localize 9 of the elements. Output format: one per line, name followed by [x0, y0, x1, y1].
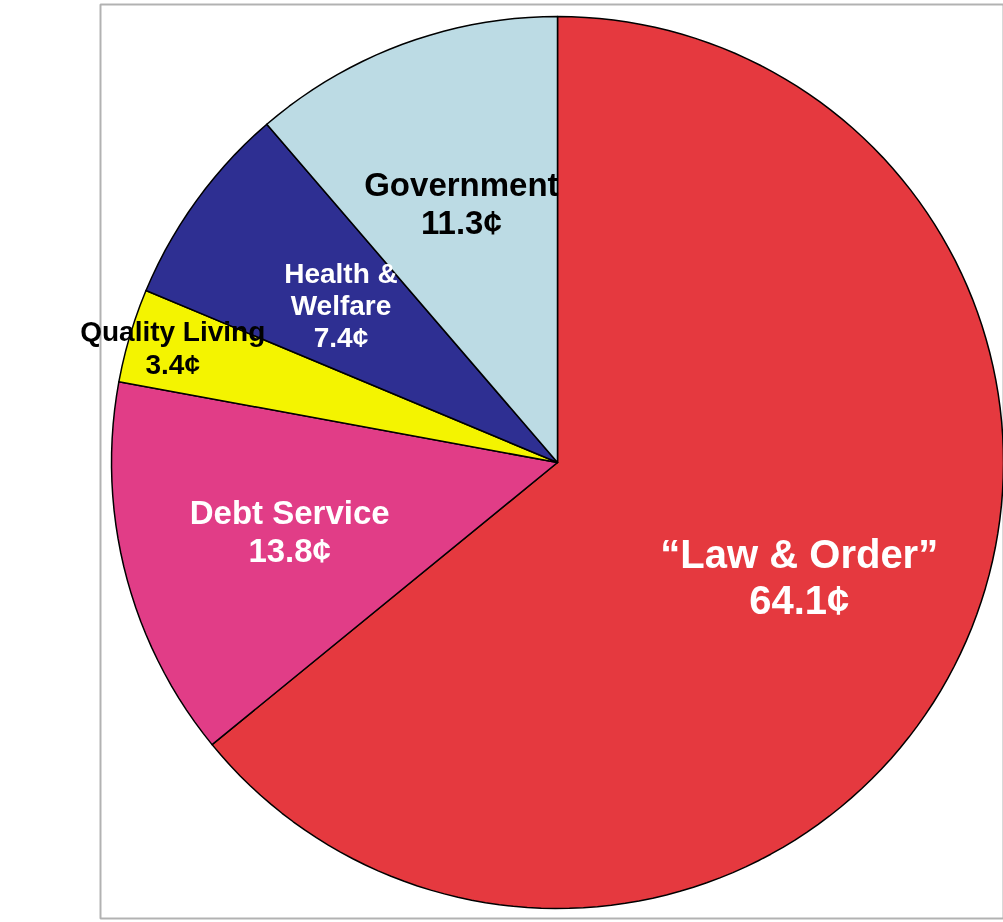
data-label: 11.3¢ — [421, 203, 502, 241]
data-label: 64.1¢ — [749, 578, 850, 623]
slice-label: Debt Service — [189, 493, 390, 531]
data-label: 13.8¢ — [248, 531, 331, 569]
slice-label: “Law & Order” — [660, 532, 939, 577]
slice-label: Government — [364, 165, 559, 203]
data-label: 7.4¢ — [313, 321, 369, 353]
slice-label: Health & Welfare — [284, 257, 398, 321]
data-label: 3.4¢ — [145, 348, 200, 380]
